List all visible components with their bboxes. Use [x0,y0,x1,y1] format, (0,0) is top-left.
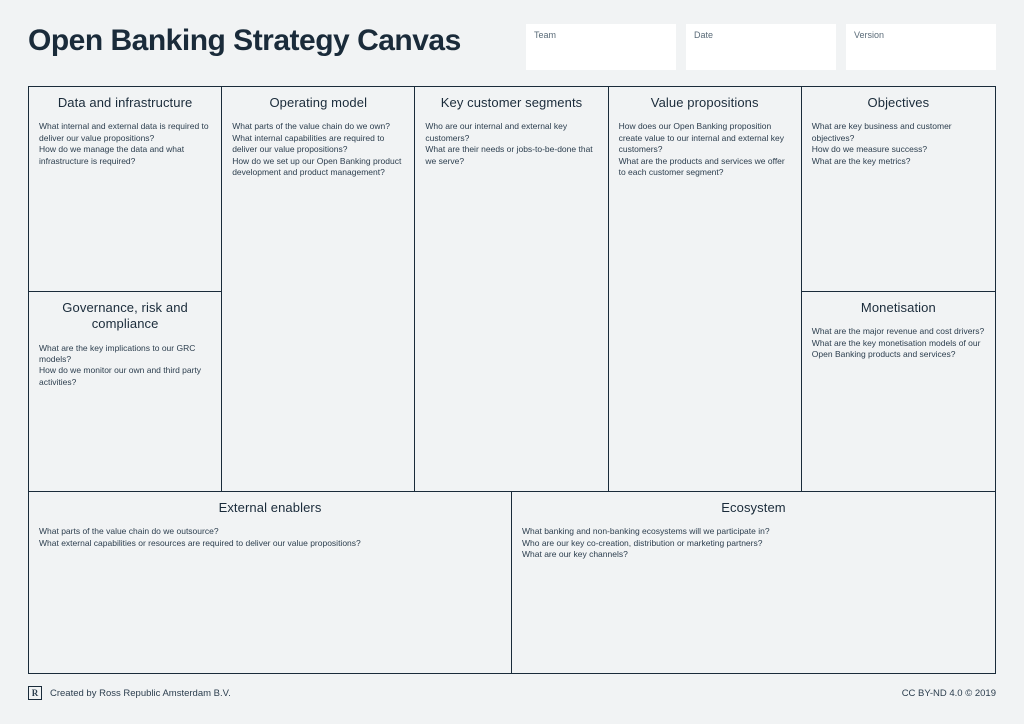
meta-boxes: Team Date Version [526,24,996,70]
cell-body: What are key business and customer objec… [812,121,985,167]
page-title: Open Banking Strategy Canvas [28,24,461,58]
meta-box-date[interactable]: Date [686,24,836,70]
cell-title: Key customer segments [425,95,597,111]
cell-external-enablers: External enablers What parts of the valu… [29,492,512,673]
canvas-bottom-grid: External enablers What parts of the valu… [29,492,995,673]
cell-title: Data and infrastructure [39,95,211,111]
header-row: Open Banking Strategy Canvas Team Date V… [28,24,996,70]
cell-title: Ecosystem [522,500,985,516]
cell-title: Monetisation [812,300,985,316]
footer-license: CC BY-ND 4.0 © 2019 [902,688,996,699]
cell-body: What banking and non-banking ecosystems … [522,526,985,560]
footer-left: R Created by Ross Republic Amsterdam B.V… [28,686,231,700]
cell-governance-risk-compliance: Governance, risk and compliance What are… [29,291,222,491]
cell-body: What parts of the value chain do we outs… [39,526,501,549]
meta-label-version: Version [854,30,988,40]
meta-label-team: Team [534,30,668,40]
canvas-top-grid: Data and infrastructure What internal an… [29,87,995,492]
meta-box-version[interactable]: Version [846,24,996,70]
cell-operating-model: Operating model What parts of the value … [222,87,415,491]
cell-body: Who are our internal and external key cu… [425,121,597,167]
cell-key-customer-segments: Key customer segments Who are our intern… [415,87,608,491]
cell-body: What are the key implications to our GRC… [39,343,211,389]
meta-label-date: Date [694,30,828,40]
cell-data-infrastructure: Data and infrastructure What internal an… [29,87,222,291]
cell-title: Operating model [232,95,404,111]
meta-box-team[interactable]: Team [526,24,676,70]
cell-body: What are the major revenue and cost driv… [812,326,985,360]
logo-icon: R [28,686,42,700]
cell-title: Governance, risk and compliance [39,300,211,333]
cell-monetisation: Monetisation What are the major revenue … [802,291,995,491]
cell-body: What internal and external data is requi… [39,121,211,167]
strategy-canvas: Data and infrastructure What internal an… [28,86,996,674]
cell-objectives: Objectives What are key business and cus… [802,87,995,291]
cell-ecosystem: Ecosystem What banking and non-banking e… [512,492,995,673]
cell-title: Value propositions [619,95,791,111]
cell-body: What parts of the value chain do we own?… [232,121,404,178]
footer: R Created by Ross Republic Amsterdam B.V… [28,686,996,700]
cell-title: External enablers [39,500,501,516]
cell-value-propositions: Value propositions How does our Open Ban… [609,87,802,491]
footer-created-by: Created by Ross Republic Amsterdam B.V. [50,688,231,699]
cell-title: Objectives [812,95,985,111]
cell-body: How does our Open Banking proposition cr… [619,121,791,178]
